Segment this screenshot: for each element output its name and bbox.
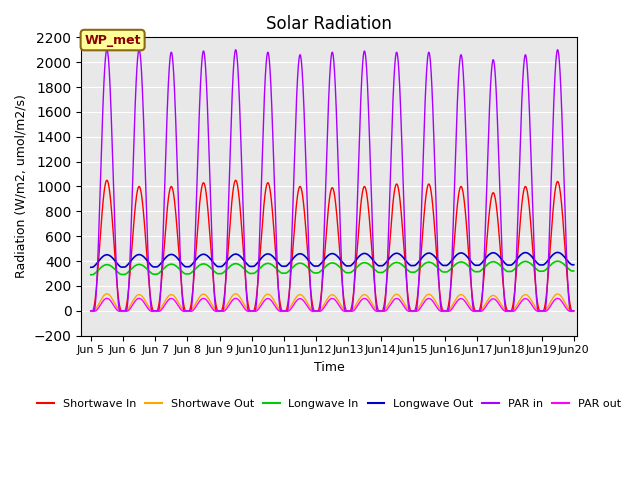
Shortwave In xyxy=(191,269,198,275)
Line: Shortwave In: Shortwave In xyxy=(91,180,573,311)
PAR out xyxy=(379,309,387,314)
Longwave Out xyxy=(222,260,230,265)
Longwave In xyxy=(570,268,577,274)
Shortwave In xyxy=(87,308,95,313)
PAR out xyxy=(103,296,111,301)
PAR in xyxy=(222,275,230,280)
PAR out xyxy=(570,309,577,314)
PAR in xyxy=(191,256,198,262)
PAR out xyxy=(191,306,198,312)
Shortwave In xyxy=(570,308,577,313)
PAR in xyxy=(103,47,111,53)
Legend: Shortwave In, Shortwave Out, Longwave In, Longwave Out, PAR in, PAR out: Shortwave In, Shortwave Out, Longwave In… xyxy=(33,395,625,414)
Shortwave Out xyxy=(103,291,111,297)
X-axis label: Time: Time xyxy=(314,361,344,374)
PAR in xyxy=(524,75,532,81)
Shortwave Out xyxy=(387,296,395,302)
Shortwave In xyxy=(524,193,532,199)
PAR in xyxy=(87,308,95,313)
Line: Longwave In: Longwave In xyxy=(91,261,573,275)
Longwave In xyxy=(570,268,577,274)
PAR out xyxy=(524,297,532,303)
Longwave In xyxy=(387,262,395,268)
Shortwave In xyxy=(570,308,577,313)
Shortwave Out xyxy=(570,308,577,313)
PAR in xyxy=(570,308,577,313)
Shortwave In xyxy=(387,218,395,224)
Shortwave Out xyxy=(87,308,95,313)
PAR in xyxy=(387,143,395,148)
Longwave Out xyxy=(554,250,561,255)
Shortwave Out xyxy=(222,304,230,310)
Longwave In xyxy=(524,259,532,265)
Line: PAR out: PAR out xyxy=(91,299,573,312)
Line: Shortwave Out: Shortwave Out xyxy=(91,294,573,311)
Shortwave In xyxy=(222,278,230,284)
Longwave Out xyxy=(387,253,395,259)
Line: Longwave Out: Longwave Out xyxy=(91,252,573,267)
PAR out xyxy=(570,309,577,314)
Longwave In xyxy=(87,272,95,277)
Longwave Out xyxy=(87,264,95,270)
PAR in xyxy=(570,308,577,313)
Text: WP_met: WP_met xyxy=(84,34,141,47)
Longwave In xyxy=(379,269,387,275)
Shortwave Out xyxy=(379,308,387,313)
PAR out xyxy=(387,300,395,306)
Longwave In xyxy=(554,258,561,264)
Title: Solar Radiation: Solar Radiation xyxy=(266,15,392,33)
Line: PAR in: PAR in xyxy=(91,50,573,311)
Longwave Out xyxy=(570,262,577,268)
Shortwave Out xyxy=(191,303,198,309)
Longwave Out xyxy=(379,263,387,268)
Shortwave Out xyxy=(524,293,532,299)
Longwave In xyxy=(191,267,198,273)
Shortwave In xyxy=(379,307,387,313)
Longwave Out xyxy=(191,259,198,264)
PAR out xyxy=(222,307,230,312)
Longwave Out xyxy=(570,262,577,268)
PAR in xyxy=(379,308,387,313)
Shortwave In xyxy=(103,178,111,183)
Longwave Out xyxy=(524,251,532,256)
Shortwave Out xyxy=(570,308,577,313)
PAR out xyxy=(87,309,95,314)
Y-axis label: Radiation (W/m2, umol/m2/s): Radiation (W/m2, umol/m2/s) xyxy=(15,95,28,278)
Longwave In xyxy=(222,268,230,274)
